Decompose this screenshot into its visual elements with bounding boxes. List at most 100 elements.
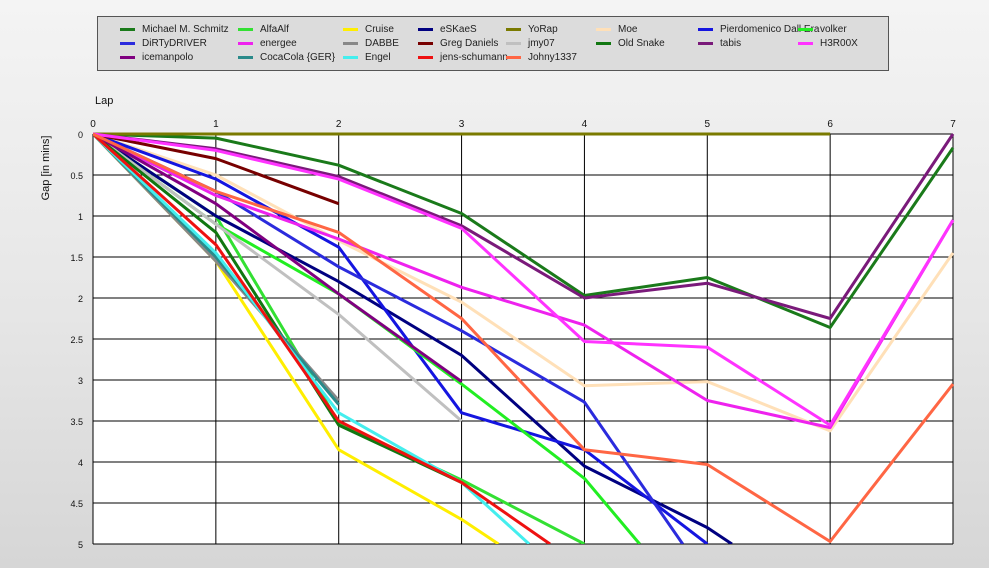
legend-item: tabis [698,37,741,50]
legend-swatch [343,56,358,59]
legend-swatch [506,56,521,59]
series-line-tabis [93,132,955,320]
grid [92,133,954,545]
legend-label: Michael M. Schmitz [142,24,229,35]
y-tick-label: 5 [78,540,83,550]
axes: 0 1 2 3 4 5 6 7 0 0.5 1 1.5 2 2.5 3 3.5 4 4.5 5 Lap Gap [in … [40,95,956,550]
legend-swatch [698,42,713,45]
legend-item: DABBE [343,37,399,50]
legend-label: tabis [720,38,742,49]
series-layer [93,132,955,544]
series-line-engel [93,132,531,544]
legend-swatch [506,42,521,45]
legend-label: jmy07 [528,38,555,49]
legend-item: Moe [596,23,637,36]
x-tick-label: 6 [827,119,833,130]
legend-swatch [596,42,611,45]
x-tick-label: 3 [459,119,465,130]
legend-item: Michael M. Schmitz [120,23,229,36]
series-line-eskaes [93,132,733,544]
legend-item: eSKaeS [418,23,477,36]
y-tick-label: 3 [78,376,83,386]
series-line-jens-schumann [93,132,551,544]
legend-item: jens-schumann [418,51,508,64]
legend-swatch [418,56,433,59]
legend-label: Pierdomenico Dall Era [720,24,820,35]
x-tick-label: 5 [705,119,711,130]
legend-item: icemanpolo [120,51,193,64]
legend-item: jmy07 [506,37,555,50]
y-tick-label: 0.5 [70,171,83,181]
legend-swatch [418,28,433,31]
legend-label: CocaCola {GER} [260,52,336,63]
legend-swatch [120,42,135,45]
legend-label: H3R00X [820,38,858,49]
legend-label: jens-schumann [440,52,508,63]
series-line-jmy07 [93,132,463,423]
legend-swatch [343,42,358,45]
series-line-h3r00x [93,132,955,427]
legend-swatch [418,42,433,45]
legend-label: Johny1337 [528,52,577,63]
y-axis-title: Gap [in mins] [40,136,52,201]
legend-label: Old Snake [618,38,665,49]
legend-item: DiRTyDRIVER [120,37,207,50]
legend-item: energee [238,37,297,50]
y-tick-label: 2.5 [70,335,83,345]
series-line-greg-daniels [93,132,340,206]
chart-legend: Michael M. Schmitz AlfaAlf Cruise eSKaeS YoR… [97,16,889,71]
legend-swatch [798,42,813,45]
x-tick-label: 0 [90,119,96,130]
legend-swatch [798,28,813,31]
legend-swatch [120,56,135,59]
legend-label: YoRap [528,24,558,35]
series-line-pierdomenico-dall-era [93,132,709,544]
y-tick-label: 0 [78,130,83,140]
legend-swatch [238,28,253,31]
legend-label: Moe [618,24,638,35]
x-tick-label: 1 [213,119,219,130]
legend-item: YoRap [506,23,558,36]
legend-swatch [238,56,253,59]
legend-label: eSKaeS [440,24,477,35]
x-axis-title: Lap [95,95,113,107]
series-line-michael-m-schmitz [93,132,955,329]
legend-label: icemanpolo [142,52,194,63]
y-tick-label: 4.5 [70,499,83,509]
legend-label: DABBE [365,38,399,49]
legend-label: Cruise [365,24,394,35]
x-tick-label: 2 [336,119,342,130]
legend-item: AlfaAlf [238,23,289,36]
x-tick-label: 4 [582,119,588,130]
y-tick-label: 4 [78,458,83,468]
series-line-energee [93,132,955,430]
legend-item: Greg Daniels [418,37,498,50]
x-tick-label: 7 [950,119,956,130]
legend-item: H3R00X [798,37,858,50]
legend-item: Cruise [343,23,394,36]
legend-item: Old Snake [596,37,665,50]
legend-label: volker [820,24,847,35]
series-line-johny1337 [93,132,955,543]
legend-swatch [596,28,611,31]
legend-label: energee [260,38,297,49]
legend-label: AlfaAlf [260,24,289,35]
legend-swatch [343,28,358,31]
y-tick-label: 2 [78,294,83,304]
y-tick-label: 1.5 [70,253,83,263]
legend-label: Engel [365,52,391,63]
legend-swatch [506,28,521,31]
legend-item: Pierdomenico Dall Era [698,23,820,36]
y-tick-label: 1 [78,212,83,222]
y-tick-label: 3.5 [70,417,83,427]
series-line-icemanpolo [93,132,463,383]
legend-label: Greg Daniels [440,38,499,49]
legend-item: Engel [343,51,391,64]
legend-swatch [238,42,253,45]
legend-label: DiRTyDRIVER [142,38,207,49]
legend-item: Johny1337 [506,51,577,64]
legend-item: volker [798,23,847,36]
legend-item: CocaCola {GER} [238,51,335,64]
legend-swatch [698,28,713,31]
